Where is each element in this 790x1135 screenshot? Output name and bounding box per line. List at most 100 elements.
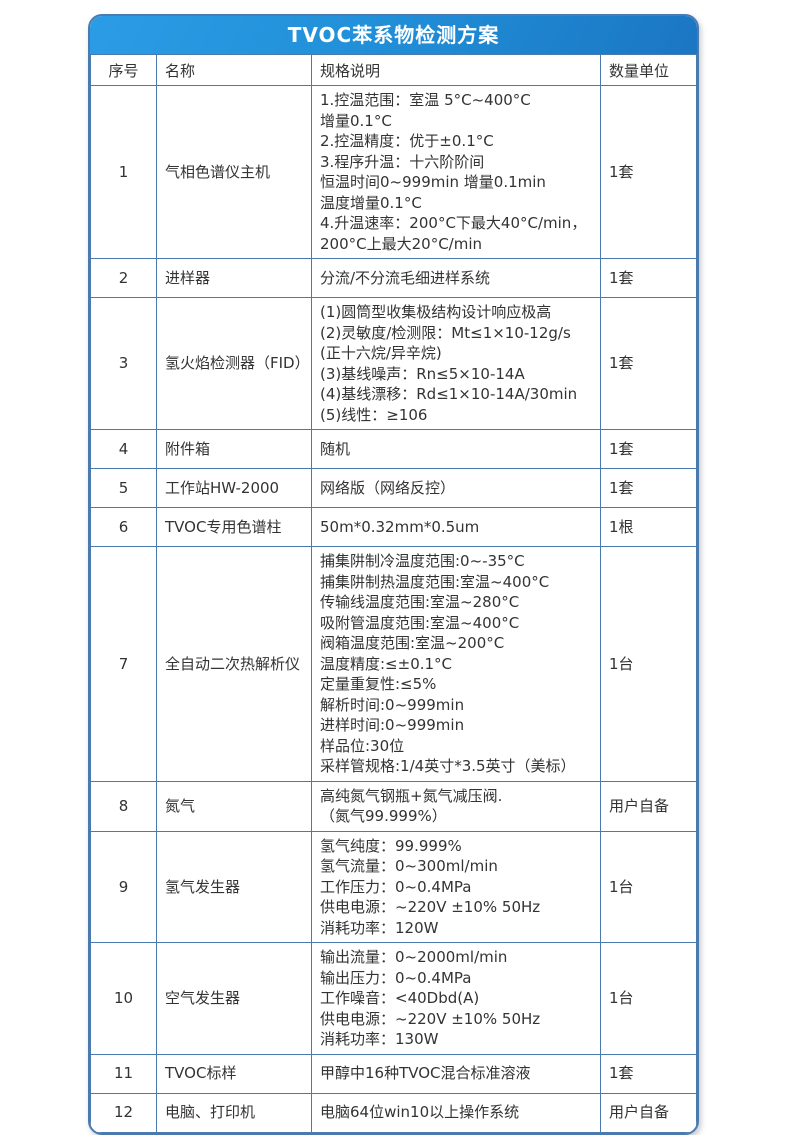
- spec-cell: 50m*0.32mm*0.5um: [311, 507, 601, 547]
- col-header-qty: 数量单位: [600, 54, 697, 86]
- spec-line: 输出压力：0~0.4MPa: [320, 968, 472, 987]
- qty-cell: 用户自备: [600, 780, 697, 832]
- spec-line: 1.控温范围：室温 5°C~400°C: [320, 91, 531, 109]
- spec-line: 甲醇中16种TVOC混合标准溶液: [320, 1064, 531, 1083]
- spec-cell: 1.控温范围：室温 5°C~400°C 增量0.1°C 2.控温精度：优于±0.1°…: [311, 85, 601, 259]
- serial-cell: 6: [90, 507, 157, 547]
- spec-line: 供电电源：~220V ±10% 50Hz: [320, 1009, 541, 1028]
- qty-cell: 1套: [600, 258, 697, 298]
- spec-line: (4)基线漂移：Rd≤1×10-14A/30min: [320, 385, 578, 403]
- spec-line: (正十六烷/异辛烷): [320, 344, 442, 362]
- qty-cell: 用户自备: [600, 1092, 697, 1133]
- spec-line: 温度增量0.1°C: [320, 193, 422, 212]
- spec-line: 氢气纯度：99.999%: [320, 836, 462, 855]
- spec-line: (1)圆筒型收集极结构设计响应极高: [320, 303, 552, 321]
- spec-line: (2)灵敏度/检测限：Mt≤1×10-12g/s: [320, 323, 571, 342]
- col-header-spec: 规格说明: [311, 54, 601, 86]
- name-cell: 氢气发生器: [156, 830, 312, 943]
- spec-line: 50m*0.32mm*0.5um: [320, 517, 480, 536]
- spec-line: 消耗功率：120W: [320, 918, 439, 937]
- serial-cell: 2: [90, 258, 157, 298]
- table-row: 2 进样器 分流/不分流毛细进样系统 1套: [90, 258, 697, 298]
- table-row: 7 全自动二次热解析仪 捕集阱制冷温度范围:0~-35°C 捕集阱制热温度范围:室…: [90, 546, 697, 782]
- qty-cell: 1台: [600, 546, 697, 782]
- spec-line: 阀箱温度范围:室温~200°C: [320, 634, 505, 652]
- spec-line: 吸附管温度范围:室温~400°C: [320, 613, 520, 632]
- table-row: 12 电脑、打印机 电脑64位win10以上操作系统 用户自备: [90, 1092, 697, 1133]
- spec-line: 2.控温精度：优于±0.1°C: [320, 132, 494, 150]
- spec-sheet: TVOC苯系物检测方案 序号 名称 规格说明 数量单位 1 气相色谱仪主机 1.…: [88, 14, 699, 1135]
- sheet-title: TVOC苯系物检测方案: [90, 16, 697, 54]
- spec-cell: 氢气纯度：99.999% 氢气流量：0~300ml/min 工作压力：0~0.4MP…: [311, 830, 601, 943]
- table-row: 3 氢火焰检测器（FID） (1)圆筒型收集极结构设计响应极高 (2)灵敏度/检测…: [90, 297, 697, 430]
- col-header-name: 名称: [156, 54, 312, 86]
- table-row: 10 空气发生器 输出流量：0~2000ml/min 输出压力：0~0.4MPa 工…: [90, 942, 697, 1055]
- name-cell: 气相色谱仪主机: [156, 85, 312, 259]
- name-cell: TVOC标样: [156, 1053, 312, 1094]
- table-row: 5 工作站HW-2000 网络版（网络反控） 1套: [90, 468, 697, 508]
- spec-line: 样品位:30位: [320, 736, 405, 755]
- spec-line: 随机: [320, 439, 351, 458]
- spec-line: 高纯氮气钢瓶+氮气减压阀.: [320, 786, 503, 805]
- spec-line: 增量0.1°C: [320, 111, 392, 130]
- spec-line: 网络版（网络反控）: [320, 478, 456, 497]
- table-row: 8 氮气 高纯氮气钢瓶+氮气减压阀. （氮气99.999%） 用户自备: [90, 780, 697, 832]
- qty-cell: 1台: [600, 830, 697, 943]
- serial-cell: 5: [90, 468, 157, 508]
- spec-line: 定量重复性:≤5%: [320, 675, 437, 693]
- spec-line: 分流/不分流毛细进样系统: [320, 268, 491, 287]
- name-cell: TVOC专用色谱柱: [156, 507, 312, 547]
- qty-cell: 1根: [600, 507, 697, 547]
- spec-line: 4.升温速率：200°C下最大40°C/min，: [320, 214, 587, 232]
- table-row: 1 气相色谱仪主机 1.控温范围：室温 5°C~400°C 增量0.1°C 2.控温…: [90, 85, 697, 259]
- qty-cell: 1套: [600, 1053, 697, 1094]
- spec-cell: 捕集阱制冷温度范围:0~-35°C 捕集阱制热温度范围:室温~400°C 传输线温度…: [311, 546, 601, 782]
- serial-cell: 7: [90, 546, 157, 782]
- name-cell: 工作站HW-2000: [156, 468, 312, 508]
- spec-line: (3)基线噪声：Rn≤5×10-14A: [320, 364, 525, 383]
- qty-cell: 1套: [600, 85, 697, 259]
- table-body: 1 气相色谱仪主机 1.控温范围：室温 5°C~400°C 增量0.1°C 2.控温…: [90, 85, 697, 1133]
- spec-line: 输出流量：0~2000ml/min: [320, 948, 508, 966]
- table-row: 4 附件箱 随机 1套: [90, 429, 697, 469]
- spec-line: 传输线温度范围:室温~280°C: [320, 593, 520, 611]
- table-row: 6 TVOC专用色谱柱 50m*0.32mm*0.5um 1根: [90, 507, 697, 547]
- header-row: 序号 名称 规格说明 数量单位: [90, 54, 697, 86]
- spec-cell: 网络版（网络反控）: [311, 468, 601, 508]
- name-cell: 附件箱: [156, 429, 312, 469]
- spec-line: 电脑64位win10以上操作系统: [320, 1103, 520, 1122]
- spec-line: 消耗功率：130W: [320, 1030, 439, 1048]
- spec-line: 200°C上最大20°C/min: [320, 234, 483, 253]
- table-row: 11 TVOC标样 甲醇中16种TVOC混合标准溶液 1套: [90, 1053, 697, 1094]
- spec-cell: 甲醇中16种TVOC混合标准溶液: [311, 1053, 601, 1094]
- qty-cell: 1套: [600, 429, 697, 469]
- name-cell: 氢火焰检测器（FID）: [156, 297, 312, 430]
- serial-cell: 8: [90, 780, 157, 832]
- spec-line: 供电电源：~220V ±10% 50Hz: [320, 898, 541, 916]
- spec-line: 捕集阱制热温度范围:室温~400°C: [320, 572, 550, 591]
- spec-line: 恒温时间0~999min 增量0.1min: [320, 173, 546, 191]
- spec-cell: 分流/不分流毛细进样系统: [311, 258, 601, 298]
- spec-cell: 输出流量：0~2000ml/min 输出压力：0~0.4MPa 工作噪音：<40Db…: [311, 942, 601, 1055]
- spec-line: 温度精度:≤±0.1°C: [320, 654, 453, 673]
- spec-cell: (1)圆筒型收集极结构设计响应极高 (2)灵敏度/检测限：Mt≤1×10-12g/…: [311, 297, 601, 430]
- qty-cell: 1套: [600, 297, 697, 430]
- spec-line: 工作噪音：<40Dbd(A): [320, 989, 480, 1007]
- spec-line: （氮气99.999%）: [320, 807, 447, 825]
- qty-cell: 1台: [600, 942, 697, 1055]
- serial-cell: 1: [90, 85, 157, 259]
- serial-cell: 9: [90, 830, 157, 943]
- name-cell: 氮气: [156, 780, 312, 832]
- spec-line: 解析时间:0~999min: [320, 695, 465, 714]
- spec-line: 3.程序升温：十六阶阶间: [320, 152, 485, 171]
- name-cell: 空气发生器: [156, 942, 312, 1055]
- spec-cell: 电脑64位win10以上操作系统: [311, 1092, 601, 1133]
- serial-cell: 12: [90, 1092, 157, 1133]
- table-row: 9 氢气发生器 氢气纯度：99.999% 氢气流量：0~300ml/min 工作压力…: [90, 830, 697, 943]
- serial-cell: 4: [90, 429, 157, 469]
- qty-cell: 1套: [600, 468, 697, 508]
- spec-line: 工作压力：0~0.4MPa: [320, 877, 472, 896]
- serial-cell: 3: [90, 297, 157, 430]
- name-cell: 电脑、打印机: [156, 1092, 312, 1133]
- spec-line: 进样时间:0~999min: [320, 716, 465, 734]
